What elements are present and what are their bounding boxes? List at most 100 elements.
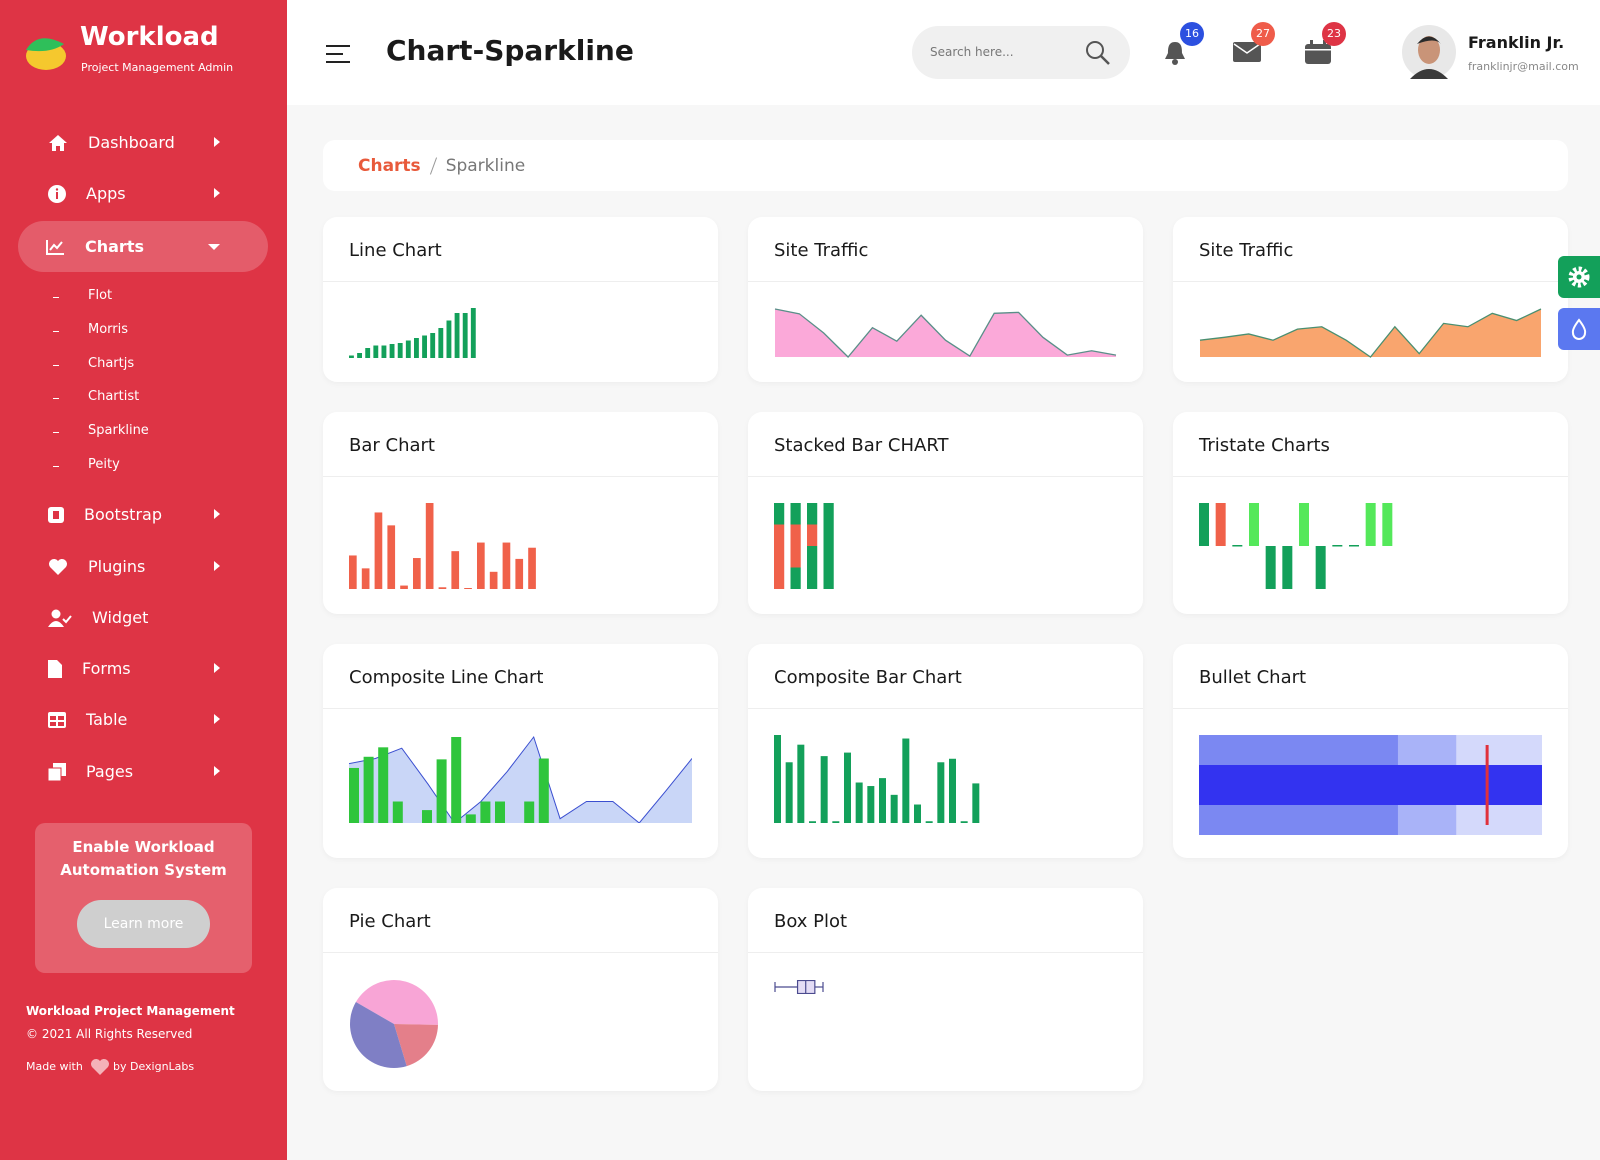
bar (451, 551, 460, 589)
menu-toggle[interactable] (326, 44, 350, 64)
bar (451, 737, 462, 823)
nav-label: Widget (92, 608, 149, 627)
card-title: Tristate Charts (1173, 412, 1568, 477)
nav-label: Charts (85, 237, 144, 256)
bell-icon[interactable] (1163, 40, 1187, 66)
bar (381, 345, 387, 358)
search-placeholder: Search here... (930, 45, 1014, 59)
pie-slice (355, 980, 438, 1025)
bar-segment (790, 503, 801, 525)
pie-slice (350, 1002, 407, 1068)
bar (389, 344, 395, 358)
card-title: Line Chart (323, 217, 718, 282)
bar (438, 587, 447, 589)
promo-box: Enable Workload Automation System Learn … (35, 823, 252, 973)
card: Site Traffic (748, 217, 1143, 382)
avatar[interactable] (1402, 25, 1456, 79)
nav-item[interactable]: Widget (18, 592, 268, 643)
bar (797, 744, 805, 823)
search-icon[interactable] (1085, 40, 1111, 66)
nav-item[interactable]: Apps (18, 168, 268, 219)
subnav-item[interactable]: Chartist (88, 389, 140, 404)
nav-item[interactable]: Charts (18, 221, 268, 272)
bar (538, 758, 549, 823)
card: Tristate Charts (1173, 412, 1568, 614)
nav-item[interactable]: Plugins (18, 541, 268, 592)
sparkline (350, 980, 438, 1068)
bar (387, 525, 396, 589)
bar (378, 747, 389, 823)
calendar-badge: 23 (1322, 22, 1346, 46)
bar (855, 782, 863, 823)
mail-icon[interactable] (1233, 42, 1261, 62)
nav-item[interactable]: Bootstrap (18, 489, 268, 540)
card-title: Pie Chart (323, 888, 718, 953)
promo-title: Enable Workload Automation System (60, 838, 227, 879)
card: Line Chart (323, 217, 718, 382)
bar (867, 786, 875, 823)
nav-label: Apps (86, 184, 126, 203)
separator (429, 156, 437, 175)
bar-segment (774, 524, 785, 589)
card-title: Stacked Bar CHART (748, 412, 1143, 477)
subnav-item[interactable]: Morris (88, 322, 129, 337)
bar (1299, 503, 1309, 546)
bar (400, 585, 408, 589)
subnav-item[interactable]: Chartjs (88, 356, 135, 371)
bullet (53, 432, 59, 433)
bar (454, 313, 460, 358)
bar (446, 320, 452, 358)
theme-button[interactable] (1558, 308, 1600, 350)
calendar-icon[interactable] (1305, 40, 1331, 64)
bar (1265, 546, 1276, 589)
bar-segment (790, 524, 801, 568)
bar (972, 783, 980, 823)
bar-segment (807, 546, 818, 589)
header: Chart-Sparkline Search here... 16 27 23 … (287, 0, 1600, 105)
area-line (348, 735, 693, 824)
icon (48, 659, 62, 678)
bar-segment (774, 503, 785, 525)
bar (374, 512, 383, 589)
bar (809, 821, 816, 823)
card-title: Site Traffic (1173, 217, 1568, 282)
bar (462, 313, 468, 358)
bar (528, 547, 536, 589)
bar (349, 767, 359, 823)
user-name: Franklin Jr. (1468, 33, 1565, 52)
sidebar: Workload Project Management Admin Dashbo… (0, 0, 287, 1160)
bar (937, 762, 945, 823)
subnav-item[interactable]: Peity (88, 457, 120, 472)
bar (397, 343, 403, 358)
subnav-item[interactable]: Sparkline (88, 423, 149, 438)
bar (524, 801, 535, 823)
sparkline (1199, 308, 1542, 358)
area-line (1199, 308, 1542, 358)
bar (349, 355, 354, 358)
bar (422, 810, 432, 823)
bar (436, 759, 447, 823)
area-fill (1200, 309, 1541, 357)
subnav-item[interactable]: Flot (88, 288, 113, 303)
user-email: franklinjr@mail.com (1468, 60, 1579, 73)
nav-item[interactable]: Forms (18, 643, 268, 694)
search-box[interactable]: Search here... (912, 26, 1130, 79)
bar (515, 558, 524, 589)
nav-item[interactable]: Pages (18, 746, 268, 797)
bar (785, 762, 793, 823)
icon (46, 239, 64, 255)
bar (914, 804, 921, 823)
nav-item[interactable]: Table (18, 694, 268, 745)
bar (1365, 503, 1376, 546)
settings-button[interactable] (1558, 256, 1600, 298)
heart-icon (91, 1059, 109, 1075)
bar (1199, 503, 1209, 546)
bar (960, 821, 968, 823)
breadcrumb-parent[interactable]: Charts (358, 155, 421, 176)
card-title: Composite Bar Chart (748, 644, 1143, 709)
nav-item[interactable]: Dashboard (18, 117, 268, 168)
promo-button[interactable]: Learn more (77, 900, 210, 948)
card: Pie Chart (323, 888, 718, 1091)
bar (1315, 546, 1326, 589)
bar (480, 801, 491, 823)
